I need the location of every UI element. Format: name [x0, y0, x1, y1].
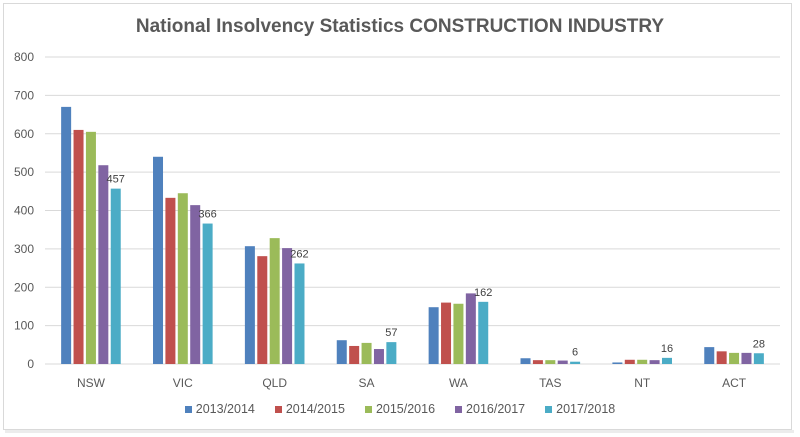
- bar-sa-2013-2014: [336, 340, 347, 364]
- bar-nsw-2016-2017: [98, 165, 109, 364]
- bar-nt-2015-2016: [637, 359, 648, 364]
- legend-item: 2013/2014: [184, 402, 255, 416]
- data-label: 262: [290, 248, 308, 260]
- y-tick-label: 800: [14, 50, 34, 64]
- y-tick-label: 500: [14, 165, 34, 179]
- x-category-label: ACT: [722, 376, 747, 390]
- y-tick-label: 300: [14, 242, 34, 256]
- bars: [61, 106, 764, 364]
- legend-label: 2013/2014: [195, 402, 255, 416]
- bar-wa-2016-2017: [465, 293, 476, 364]
- bar-sa-2014-2015: [349, 345, 360, 364]
- legend-label: 2015/2016: [375, 402, 436, 416]
- y-tick-label: 0: [27, 357, 34, 371]
- y-axis-ticks: 0 100 200 300 400 500 600 700 800: [14, 50, 34, 371]
- legend-item: 2016/2017: [455, 402, 525, 416]
- bar-nsw-2017-2018: [110, 188, 121, 364]
- x-category-label: NT: [634, 376, 651, 390]
- bar-nt-2014-2015: [624, 359, 635, 364]
- bar-qld-2016-2017: [282, 248, 293, 364]
- bar-wa-2017-2018: [478, 301, 489, 364]
- legend-label: 2017/2018: [556, 402, 616, 416]
- x-category-label: QLD: [262, 376, 287, 390]
- x-category-label: TAS: [539, 376, 561, 390]
- x-category-label: NSW: [77, 376, 106, 390]
- legend-item: 2017/2018: [545, 402, 615, 416]
- bar-vic-2015-2016: [177, 193, 188, 364]
- bar-vic-2017-2018: [202, 223, 213, 364]
- legend-label: 2014/2015: [285, 402, 345, 416]
- bar-qld-2013-2014: [244, 246, 255, 364]
- bar-qld-2014-2015: [257, 256, 268, 364]
- bar-act-2015-2016: [729, 352, 740, 364]
- chart-frame: [3, 3, 792, 430]
- data-labels: 457 366 262 57 162 6 16 28: [107, 174, 765, 359]
- y-tick-label: 200: [14, 280, 34, 294]
- bar-nt-2017-2018: [661, 357, 672, 364]
- legend-item: 2015/2016: [364, 402, 436, 416]
- bar-sa-2017-2018: [386, 342, 397, 364]
- bar-wa-2015-2016: [453, 303, 464, 364]
- bar-tas-2014-2015: [532, 360, 543, 364]
- bar-act-2014-2015: [716, 351, 727, 364]
- bar-vic-2014-2015: [165, 197, 176, 364]
- bar-tas-2013-2014: [520, 358, 531, 364]
- bar-qld-2017-2018: [294, 263, 305, 364]
- bar-act-2013-2014: [704, 347, 715, 364]
- bar-sa-2015-2016: [361, 342, 372, 364]
- bar-qld-2015-2016: [269, 238, 280, 364]
- x-axis-categories: NSW VIC QLD SA WA TAS NT ACT: [77, 376, 747, 390]
- data-label: 57: [385, 327, 397, 339]
- bar-nsw-2015-2016: [85, 131, 96, 364]
- data-label: 28: [753, 338, 765, 350]
- bar-tas-2015-2016: [545, 360, 556, 364]
- legend-swatch: [184, 405, 192, 413]
- x-category-label: WA: [449, 376, 468, 390]
- bar-vic-2016-2017: [190, 205, 201, 364]
- y-tick-label: 600: [14, 127, 34, 141]
- x-category-label: VIC: [173, 376, 193, 390]
- data-label: 6: [572, 347, 578, 359]
- data-label: 162: [474, 287, 492, 299]
- chart-title: National Insolvency Statistics CONSTRUCT…: [135, 16, 665, 37]
- chart-legend: 2013/2014 2014/2015 2015/2016 2016/2017 2017…: [0, 402, 800, 416]
- bar-wa-2014-2015: [441, 302, 452, 364]
- chart-frame-shadow: [5, 430, 794, 433]
- bar-nsw-2013-2014: [61, 106, 72, 364]
- bar-sa-2016-2017: [373, 349, 384, 364]
- legend-swatch: [364, 405, 372, 413]
- bar-vic-2013-2014: [153, 156, 164, 364]
- legend-item: 2014/2015: [274, 402, 345, 416]
- bar-tas-2016-2017: [557, 360, 568, 364]
- bar-nt-2016-2017: [649, 360, 660, 364]
- y-tick-label: 100: [14, 319, 34, 333]
- bar-act-2017-2018: [753, 353, 764, 364]
- bar-tas-2017-2018: [570, 361, 581, 364]
- data-label: 457: [107, 174, 125, 186]
- bar-nt-2013-2014: [612, 362, 623, 364]
- legend-swatch: [545, 405, 553, 413]
- data-label: 366: [198, 209, 216, 221]
- legend-label: 2016/2017: [466, 402, 526, 416]
- data-label: 16: [661, 343, 673, 355]
- bar-act-2016-2017: [741, 352, 752, 364]
- bar-wa-2013-2014: [428, 307, 439, 364]
- bar-nsw-2014-2015: [73, 129, 84, 364]
- y-tick-label: 400: [14, 204, 34, 218]
- x-category-label: SA: [359, 376, 375, 390]
- legend-swatch: [455, 405, 463, 413]
- legend-swatch: [274, 405, 282, 413]
- y-tick-label: 700: [14, 88, 34, 102]
